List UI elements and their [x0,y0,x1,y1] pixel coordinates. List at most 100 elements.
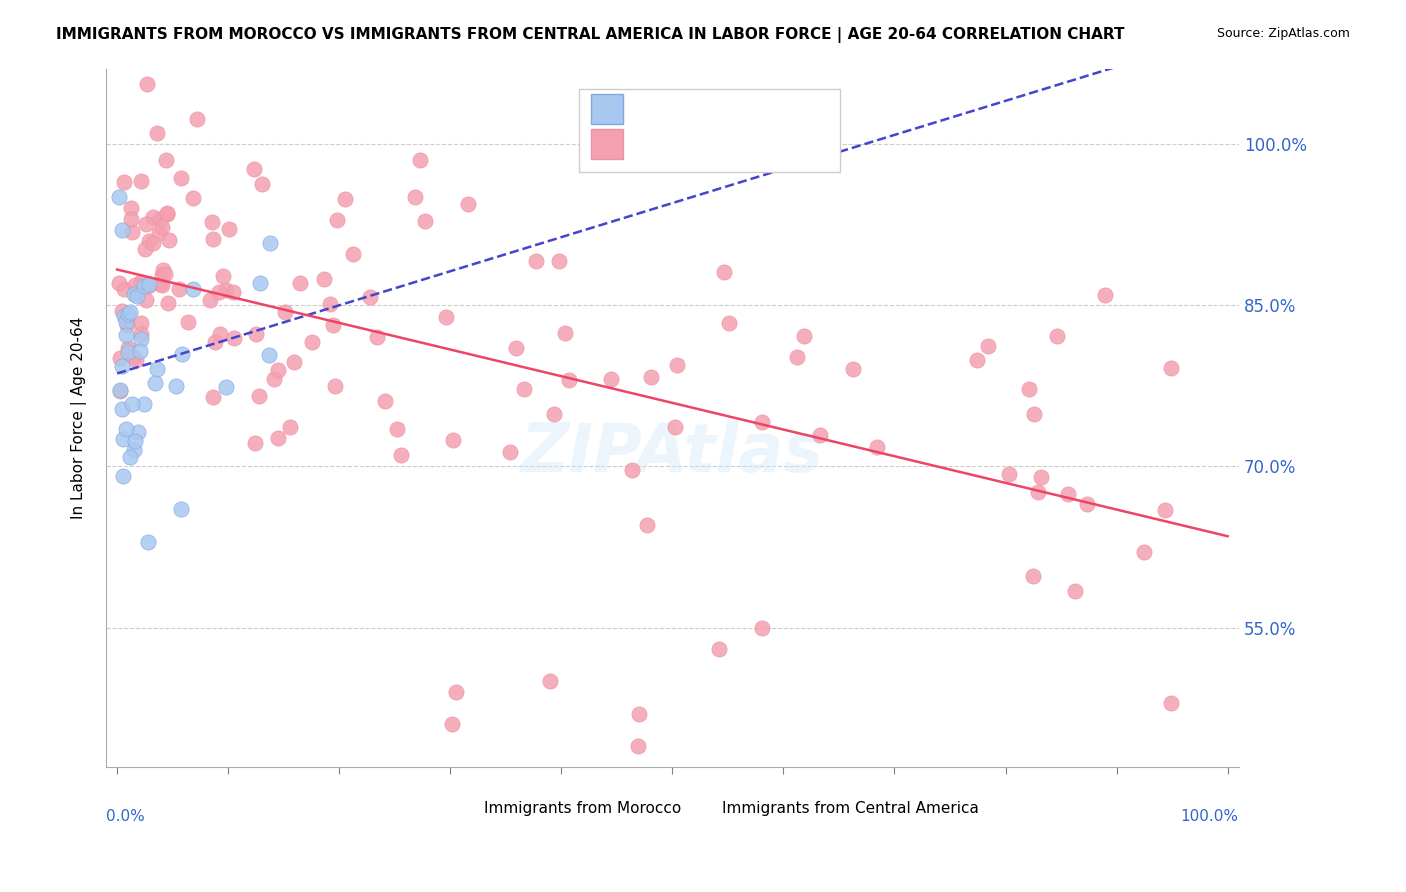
Point [131,275,153,289]
Text: 0.0%: 0.0% [105,809,145,824]
Point [135,293,157,307]
Point [215,283,238,297]
Point [181,190,204,204]
Point [149,277,172,291]
Point [201,390,224,404]
Point [146,362,169,376]
Point [1160,696,1182,710]
Point [222,331,245,345]
Point [312,271,335,285]
Point [1022,568,1045,582]
Point [322,318,344,332]
Point [1056,487,1078,501]
Point [135,217,157,231]
Point [636,518,658,533]
Point [1076,497,1098,511]
FancyBboxPatch shape [450,796,478,821]
Text: N =: N = [717,135,755,153]
Point [538,674,561,689]
Point [107,277,129,291]
Point [209,326,232,341]
Point [245,436,267,450]
Point [134,242,156,256]
Text: R =: R = [627,100,664,118]
Point [717,316,740,330]
Point [120,211,142,226]
Point [666,358,689,372]
Point [136,279,159,293]
Point [153,267,176,281]
Point [117,345,139,359]
Point [808,428,831,442]
Point [181,282,204,296]
Point [122,287,145,301]
Point [409,153,432,167]
Point [150,268,173,282]
Point [115,422,138,436]
Point [121,225,143,239]
Point [112,432,135,446]
Point [263,372,285,386]
Point [1024,407,1046,421]
Y-axis label: In Labor Force | Age 20-64: In Labor Force | Age 20-64 [72,317,87,519]
Point [664,420,686,434]
Point [136,534,159,549]
Point [374,393,396,408]
Point [558,373,581,387]
Point [111,223,134,237]
Point [259,235,281,250]
Point [786,350,808,364]
Point [135,77,157,91]
Point [165,379,187,393]
Point [112,310,135,324]
Point [129,332,152,346]
Point [156,295,179,310]
Point [250,178,273,192]
Point [129,316,152,330]
Point [131,327,153,342]
Text: Immigrants from Morocco: Immigrants from Morocco [484,801,682,816]
Point [124,434,146,448]
Point [215,380,238,394]
Point [278,420,301,434]
Point [108,384,131,398]
Point [138,234,160,248]
Point [112,469,135,483]
Point [707,642,730,657]
Point [122,351,145,365]
Point [117,307,139,321]
Point [124,277,146,292]
Point [176,315,198,329]
Point [132,397,155,411]
Point [548,253,571,268]
Text: 134: 134 [758,135,792,153]
Point [120,202,142,216]
Point [157,233,180,247]
Point [966,352,988,367]
Point [342,247,364,261]
Text: Source: ZipAtlas.com: Source: ZipAtlas.com [1216,27,1350,40]
Point [505,342,527,356]
Point [457,196,479,211]
Point [115,318,138,332]
Point [201,232,224,246]
Text: R =: R = [627,135,664,153]
Point [1064,584,1087,599]
Point [125,289,148,303]
FancyBboxPatch shape [579,89,839,172]
Point [998,467,1021,481]
Point [142,211,165,225]
Point [640,370,662,384]
Point [267,363,290,377]
FancyBboxPatch shape [688,796,717,821]
Point [1154,503,1177,517]
Point [138,277,160,292]
Point [366,330,388,344]
Point [218,222,240,236]
Point [211,268,233,283]
Point [111,401,134,416]
Point [524,254,547,268]
Text: IMMIGRANTS FROM MOROCCO VS IMMIGRANTS FROM CENTRAL AMERICA IN LABOR FORCE | AGE : IMMIGRANTS FROM MOROCCO VS IMMIGRANTS FR… [56,27,1125,43]
Point [543,408,565,422]
Point [107,190,129,204]
